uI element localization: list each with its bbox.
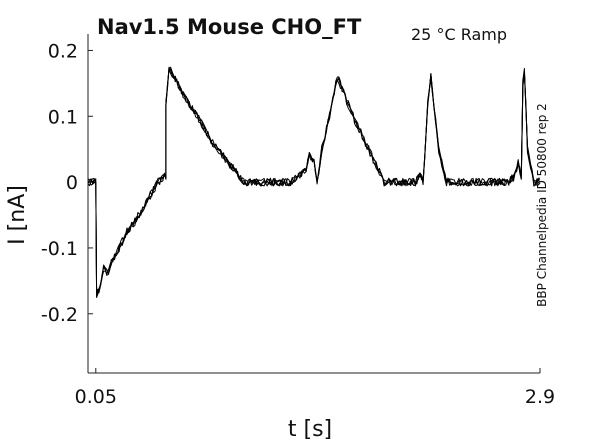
y-tick-label: 0.2: [48, 40, 78, 62]
y-axis-label: I [nA]: [5, 185, 30, 245]
chart-subtitle: 25 °C Ramp: [411, 25, 507, 44]
y-ticks: 0.2 0.1 0 -0.1 -0.2: [41, 40, 93, 326]
y-tick-label: 0.1: [48, 106, 78, 128]
side-note: BBP Channelpedia ID 50800 rep 2: [535, 103, 549, 307]
series-layer: [87, 66, 541, 298]
y-tick-label: -0.2: [41, 304, 78, 326]
y-tick-label: 0: [66, 172, 78, 194]
x-axis-label: t [s]: [288, 417, 332, 442]
series-line: [87, 66, 541, 294]
x-tick-label: 2.9: [525, 386, 555, 408]
x-ticks: 0.05 2.9: [75, 368, 555, 408]
chart-title: Nav1.5 Mouse CHO_FT: [97, 15, 362, 39]
y-tick-label: -0.1: [41, 238, 78, 260]
x-tick-label: 0.05: [75, 386, 117, 408]
